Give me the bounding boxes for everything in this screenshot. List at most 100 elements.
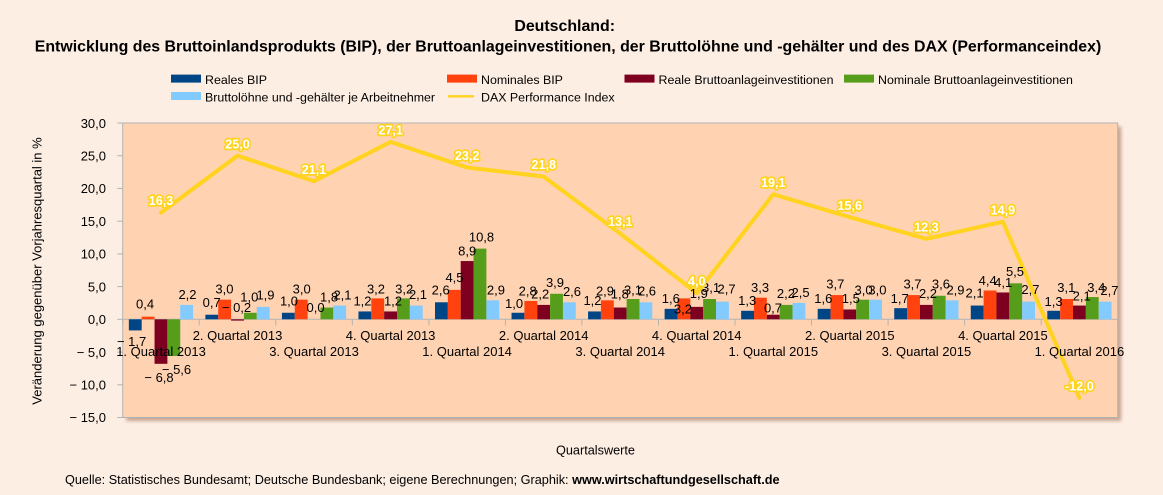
svg-text:2,2: 2,2 <box>919 286 937 301</box>
svg-text:1,8: 1,8 <box>320 290 338 305</box>
svg-text:8,9: 8,9 <box>458 243 476 258</box>
svg-text:1. Quartal 2013: 1. Quartal 2013 <box>116 344 206 359</box>
svg-text:0,4: 0,4 <box>136 297 154 312</box>
svg-text:2,7: 2,7 <box>718 282 736 297</box>
svg-text:3,1: 3,1 <box>702 280 720 295</box>
svg-text:1,6: 1,6 <box>662 291 680 306</box>
svg-text:3. Quartal 2014: 3. Quartal 2014 <box>575 344 665 359</box>
svg-text:1. Quartal 2014: 1. Quartal 2014 <box>422 344 512 359</box>
svg-text:3,2: 3,2 <box>367 282 385 297</box>
svg-text:1,2: 1,2 <box>353 293 371 308</box>
svg-text:12,3: 12,3 <box>914 220 939 234</box>
svg-text:27,1: 27,1 <box>378 124 403 138</box>
svg-text:5,5: 5,5 <box>1006 264 1024 279</box>
svg-text:1,0: 1,0 <box>280 294 298 309</box>
svg-text:14,9: 14,9 <box>991 203 1016 217</box>
svg-text:3,2: 3,2 <box>674 301 692 316</box>
svg-text:1,3: 1,3 <box>1045 294 1063 309</box>
svg-text:1,9: 1,9 <box>256 287 274 302</box>
svg-text:3,3: 3,3 <box>751 280 769 295</box>
svg-text:3,0: 3,0 <box>215 282 233 297</box>
svg-text:3,0: 3,0 <box>855 283 873 298</box>
svg-text:− 5,6: − 5,6 <box>162 362 191 377</box>
svg-text:5,0: 5,0 <box>88 279 106 294</box>
svg-text:4. Quartal 2013: 4. Quartal 2013 <box>346 328 436 343</box>
svg-text:10,8: 10,8 <box>469 230 494 245</box>
svg-text:1,2: 1,2 <box>384 293 402 308</box>
svg-text:Entwicklung des Bruttoinlandsp: Entwicklung des Bruttoinlandsprodukts (B… <box>35 38 1102 55</box>
svg-text:15,6: 15,6 <box>838 199 863 213</box>
svg-text:0,7: 0,7 <box>764 301 782 316</box>
svg-text:− 6,8: − 6,8 <box>144 370 173 385</box>
svg-text:3,0: 3,0 <box>293 282 311 297</box>
svg-text:2,6: 2,6 <box>638 283 656 298</box>
svg-text:2,6: 2,6 <box>563 284 581 299</box>
svg-text:2,5: 2,5 <box>792 285 810 300</box>
svg-text:3. Quartal 2013: 3. Quartal 2013 <box>269 344 359 359</box>
svg-text:Reales BIP: Reales BIP <box>205 73 267 87</box>
svg-text:1,0: 1,0 <box>240 290 258 305</box>
svg-text:25,0: 25,0 <box>225 137 250 151</box>
svg-text:1,6: 1,6 <box>814 291 832 306</box>
svg-text:3,7: 3,7 <box>903 277 921 292</box>
svg-text:3. Quartal 2015: 3. Quartal 2015 <box>882 344 972 359</box>
svg-text:− 1,7: − 1,7 <box>117 334 146 349</box>
svg-text:0,7: 0,7 <box>203 295 221 310</box>
svg-text:2,1: 2,1 <box>1073 288 1091 303</box>
svg-text:1,7: 1,7 <box>891 291 909 306</box>
svg-text:Quelle: Statistisches Bundesam: Quelle: Statistisches Bundesamt; Deutsch… <box>65 473 780 487</box>
svg-text:DAX Performance Index: DAX Performance Index <box>481 91 615 105</box>
svg-text:3,1: 3,1 <box>1057 280 1075 295</box>
svg-text:Reale Bruttoanlageinvestitione: Reale Bruttoanlageinvestitionen <box>659 73 834 87</box>
svg-text:− 10,0: − 10,0 <box>69 378 106 393</box>
svg-text:4,1: 4,1 <box>994 275 1012 290</box>
svg-text:2,9: 2,9 <box>487 283 505 298</box>
svg-text:Nominales BIP: Nominales BIP <box>481 73 563 87</box>
svg-text:4. Quartal 2014: 4. Quartal 2014 <box>652 328 742 343</box>
svg-text:3,2: 3,2 <box>395 282 413 297</box>
svg-text:1,8: 1,8 <box>611 286 629 301</box>
svg-text:Deutschland:: Deutschland: <box>514 18 615 35</box>
svg-text:Nominale Bruttoanlageinvestiti: Nominale Bruttoanlageinvestitionen <box>878 73 1073 87</box>
svg-text:25,0: 25,0 <box>81 149 106 164</box>
svg-text:1,0: 1,0 <box>505 296 523 311</box>
svg-text:2,1: 2,1 <box>409 287 427 302</box>
svg-text:2. Quartal 2013: 2. Quartal 2013 <box>193 328 283 343</box>
svg-text:1,2: 1,2 <box>583 293 601 308</box>
svg-text:− 0,2: − 0,2 <box>222 300 251 315</box>
svg-text:2,1: 2,1 <box>966 286 984 301</box>
svg-text:3,0: 3,0 <box>868 283 886 298</box>
svg-text:2,2: 2,2 <box>531 286 549 301</box>
svg-text:2,9: 2,9 <box>946 283 964 298</box>
svg-text:3,4: 3,4 <box>1087 280 1105 295</box>
svg-text:− 5,0: − 5,0 <box>77 345 106 360</box>
svg-text:3,1: 3,1 <box>624 283 642 298</box>
svg-text:2,2: 2,2 <box>178 287 196 302</box>
svg-text:Bruttolöhne und -gehälter je A: Bruttolöhne und -gehälter je Arbeitnehme… <box>205 91 435 105</box>
svg-text:1,5: 1,5 <box>842 291 860 306</box>
svg-text:2,8: 2,8 <box>519 283 537 298</box>
svg-text:− 15,0: − 15,0 <box>69 410 106 425</box>
svg-text:2,2: 2,2 <box>777 286 795 301</box>
svg-text:2,1: 2,1 <box>333 287 351 302</box>
svg-text:3,6: 3,6 <box>932 277 950 292</box>
svg-text:0,0: 0,0 <box>307 300 325 315</box>
svg-text:19,1: 19,1 <box>761 176 786 190</box>
svg-text:21,1: 21,1 <box>302 163 327 177</box>
svg-text:2. Quartal 2015: 2. Quartal 2015 <box>805 328 895 343</box>
svg-text:2,7: 2,7 <box>1021 282 1039 297</box>
svg-text:3,9: 3,9 <box>546 275 564 290</box>
svg-text:21,8: 21,8 <box>531 158 556 172</box>
svg-text:Veränderung gegenüber Vorjahre: Veränderung gegenüber Vorjahresquartal i… <box>29 137 44 405</box>
svg-text:13,1: 13,1 <box>608 215 633 229</box>
svg-text:3,7: 3,7 <box>826 277 844 292</box>
svg-text:16,3: 16,3 <box>149 194 174 208</box>
svg-text:2. Quartal 2014: 2. Quartal 2014 <box>499 328 589 343</box>
svg-text:2,6: 2,6 <box>432 283 450 298</box>
svg-text:-12,0: -12,0 <box>1065 379 1094 393</box>
svg-text:0,0: 0,0 <box>88 312 106 327</box>
svg-text:23,2: 23,2 <box>455 149 480 163</box>
svg-text:4,0: 4,0 <box>688 275 706 289</box>
svg-text:4. Quartal 2015: 4. Quartal 2015 <box>958 328 1048 343</box>
svg-text:1,9: 1,9 <box>690 286 708 301</box>
